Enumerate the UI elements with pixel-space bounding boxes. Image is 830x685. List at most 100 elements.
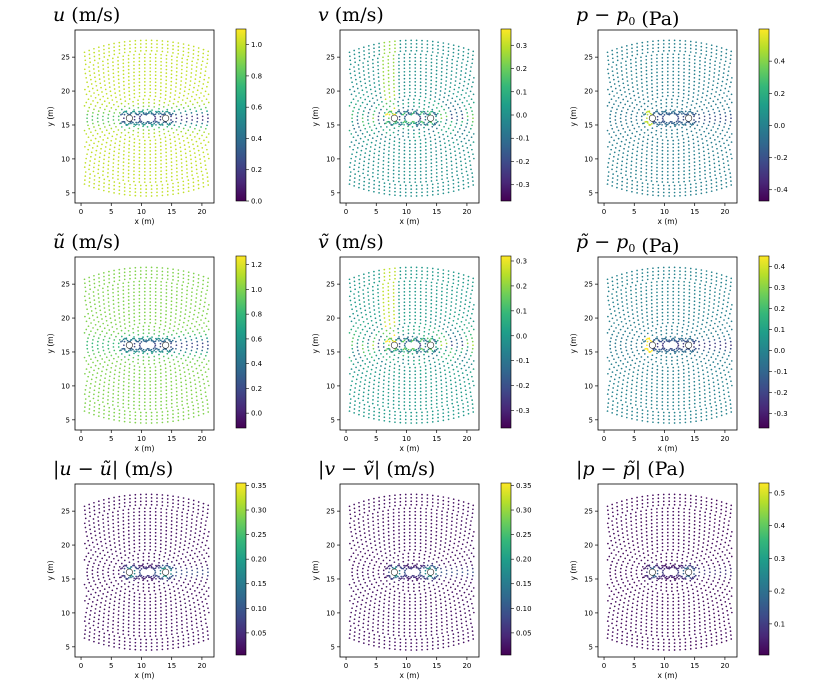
data-point: [138, 174, 141, 176]
data-point: [122, 300, 125, 303]
data-point: [631, 148, 634, 151]
data-point: [369, 146, 372, 148]
data-point: [659, 113, 661, 116]
data-point: [408, 70, 411, 73]
data-point: [363, 50, 365, 52]
data-point: [148, 136, 150, 139]
data-point: [97, 395, 100, 398]
data-point: [157, 348, 160, 351]
data-point: [106, 175, 109, 178]
data-point: [423, 361, 426, 364]
data-point: [161, 43, 164, 46]
data-point: [108, 102, 111, 104]
data-point: [193, 374, 195, 377]
data-point: [375, 334, 378, 336]
data-point: [404, 50, 407, 52]
data-point: [651, 144, 654, 146]
data-point: [641, 111, 644, 114]
data-point: [103, 303, 105, 305]
data-point: [386, 113, 389, 115]
data-point: [98, 176, 101, 179]
data-point: [430, 165, 433, 168]
data-point: [393, 151, 395, 154]
data-point: [138, 91, 141, 94]
data-point: [377, 119, 380, 121]
data-point: [683, 71, 685, 74]
data-point: [170, 113, 173, 116]
data-point: [99, 325, 102, 328]
data-point: [688, 147, 690, 150]
data-point: [666, 160, 669, 163]
data-point: [128, 334, 131, 337]
data-point: [133, 145, 136, 148]
data-point: [348, 183, 351, 185]
data-point: [127, 407, 130, 409]
data-point: [430, 306, 433, 309]
data-point: [116, 327, 118, 330]
data-point: [167, 351, 170, 353]
data-point: [387, 77, 390, 79]
data-point: [139, 411, 142, 414]
data-point: [431, 125, 434, 128]
data-point: [88, 181, 91, 183]
data-point: [115, 335, 117, 338]
data-point: [177, 415, 180, 418]
data-point: [443, 138, 445, 140]
data-point: [158, 123, 161, 126]
data-point: [703, 72, 706, 75]
data-point: [684, 191, 687, 193]
data-point: [435, 315, 437, 318]
data-point: [430, 61, 433, 64]
y-axis-label: y (m): [46, 333, 55, 353]
data-point: [196, 289, 198, 291]
data-point: [134, 273, 137, 276]
data-point: [194, 354, 196, 357]
data-point: [138, 170, 141, 173]
data-point: [208, 384, 210, 387]
data-point: [428, 132, 431, 135]
data-point: [425, 180, 427, 183]
data-point: [671, 121, 673, 123]
data-point: [462, 187, 465, 190]
data-point: [656, 89, 659, 91]
data-point: [192, 189, 195, 191]
data-point: [703, 80, 706, 82]
data-point: [641, 152, 643, 155]
data-point: [455, 76, 457, 78]
data-point: [681, 134, 684, 137]
cylinder-1: [125, 114, 133, 122]
data-point: [677, 153, 680, 155]
data-point: [103, 307, 106, 309]
data-point: [160, 60, 162, 63]
data-point: [625, 95, 628, 98]
data-point: [656, 71, 658, 74]
data-point: [419, 119, 421, 121]
data-point: [420, 350, 422, 353]
data-point: [207, 344, 209, 347]
data-point: [122, 161, 125, 164]
data-point: [727, 164, 730, 167]
data-point: [363, 160, 366, 163]
data-point: [113, 408, 116, 410]
data-point: [138, 304, 141, 307]
data-point: [93, 393, 95, 396]
data-point: [169, 113, 171, 116]
data-point: [149, 280, 152, 283]
y-tick-label: 20: [61, 88, 70, 96]
data-point: [635, 103, 638, 106]
data-point: [435, 115, 437, 118]
data-point: [93, 299, 96, 301]
data-point: [105, 319, 108, 322]
data-point: [101, 143, 103, 146]
data-point: [414, 146, 417, 149]
data-point: [430, 79, 433, 82]
data-point: [158, 353, 160, 356]
data-point: [674, 109, 676, 111]
data-point: [133, 177, 135, 179]
data-point: [702, 122, 705, 125]
data-point: [414, 67, 417, 69]
data-point: [682, 92, 685, 95]
data-point: [128, 378, 130, 381]
data-point: [688, 158, 691, 161]
data-point: [154, 344, 157, 347]
